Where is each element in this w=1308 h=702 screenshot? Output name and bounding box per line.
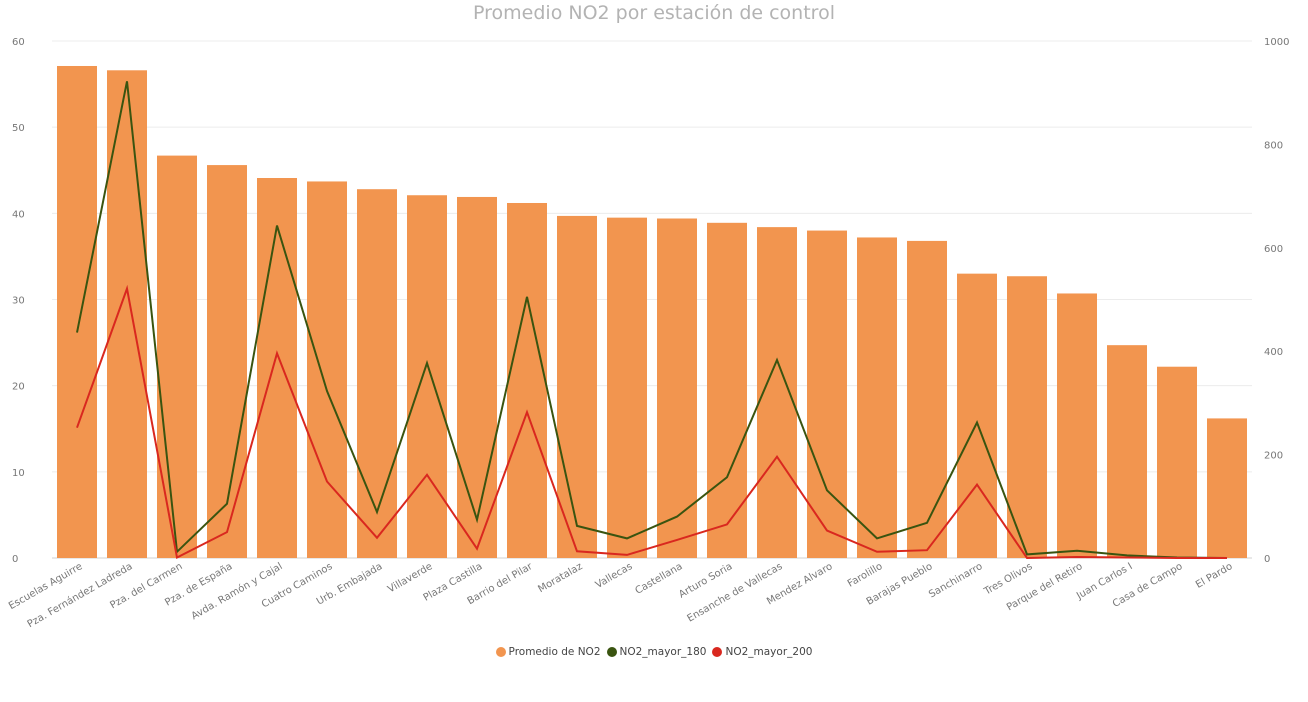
legend-swatch (495, 647, 506, 657)
bar (507, 202, 547, 558)
bar (557, 215, 597, 558)
y-left-tick-label: 20 (12, 382, 25, 393)
legend-item: NO2_mayor_180 (606, 646, 707, 658)
y-right-tick-label: 600 (1264, 244, 1283, 255)
chart-title: Promedio NO2 por estación de control (473, 2, 835, 24)
legend-item: NO2_mayor_200 (712, 646, 812, 658)
x-tick-label: Ensanche de Vallecas (686, 561, 785, 624)
x-tick-label: Vallecas (594, 561, 635, 591)
y-right-tick-label: 1000 (1264, 37, 1289, 48)
y-left-tick-label: 60 (12, 37, 25, 48)
legend-item: Promedio de NO2 (495, 646, 601, 658)
x-tick-label: El Pardo (1194, 561, 1234, 591)
bar (1157, 366, 1197, 558)
bar (857, 237, 897, 558)
series-line (76, 284, 1227, 560)
y-right-tick-label: 800 (1264, 140, 1283, 151)
x-tick-label: Sanchinarro (927, 561, 984, 600)
x-tick-label: Moratalaz (536, 561, 584, 595)
y-right-tick-label: 400 (1264, 347, 1283, 358)
bar (1207, 418, 1247, 558)
bar (707, 222, 747, 559)
bar (457, 196, 497, 558)
x-tick-label: Avda. Ramón y Cajal (189, 560, 284, 622)
bar (157, 155, 197, 558)
bar (907, 240, 947, 558)
legend-label: NO2_mayor_200 (725, 646, 813, 658)
bar (957, 273, 997, 558)
bar (257, 178, 297, 558)
legend-swatch (712, 647, 723, 657)
y-left-tick-label: 40 (12, 209, 25, 220)
bar (307, 181, 347, 558)
bar (607, 217, 647, 558)
legend-swatch (606, 647, 617, 657)
series-line (76, 81, 1228, 559)
bar (1007, 276, 1047, 558)
legend: Promedio de NO2 NO2_mayor_180 NO2_mayor_20… (0, 646, 1308, 658)
bar (407, 195, 447, 558)
bar (57, 65, 97, 558)
bar (107, 70, 147, 559)
bar (357, 189, 397, 558)
y-right-tick-label: 200 (1264, 451, 1283, 462)
legend-label: Promedio de NO2 (508, 646, 601, 658)
bar (1107, 345, 1147, 558)
bar (1057, 293, 1097, 558)
y-left-tick-label: 30 (12, 296, 25, 307)
y-right-tick-label: 0 (1264, 554, 1270, 565)
bar (207, 165, 247, 558)
y-left-tick-label: 0 (12, 554, 18, 565)
y-left-tick-label: 10 (12, 468, 25, 479)
x-tick-label: Farolillo (846, 561, 885, 590)
y-left-tick-label: 50 (12, 123, 25, 134)
bar (657, 218, 697, 558)
legend-label: NO2_mayor_180 (619, 646, 707, 658)
